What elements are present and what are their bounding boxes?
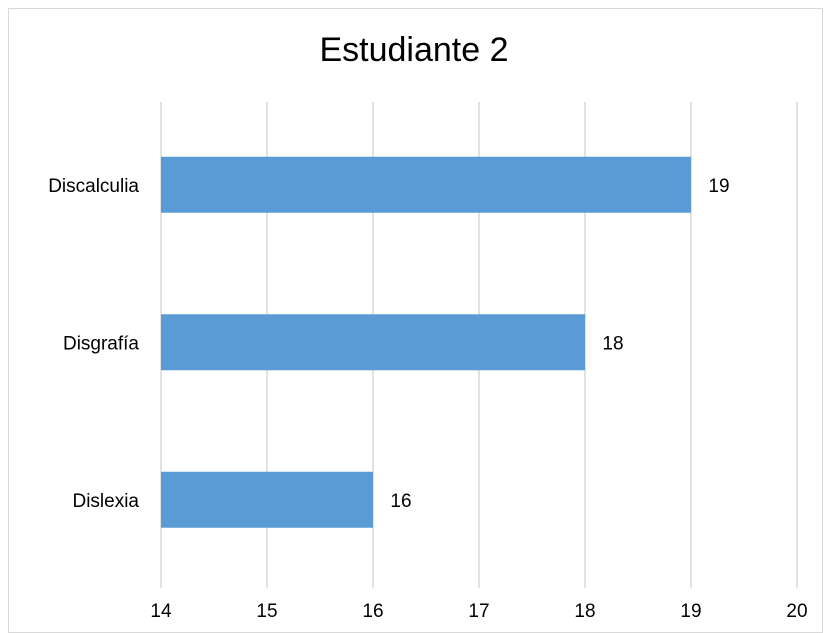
x-tick-label: 17 bbox=[468, 601, 489, 622]
data-label: 16 bbox=[390, 491, 411, 512]
bar-disgrafía bbox=[161, 314, 585, 371]
chart-title: Estudiante 2 bbox=[319, 31, 509, 69]
x-tick-label: 19 bbox=[680, 601, 701, 622]
category-label: Discalculia bbox=[48, 176, 139, 197]
category-label: Disgrafía bbox=[63, 333, 139, 354]
x-tick-label: 15 bbox=[256, 601, 277, 622]
bar-discalculia bbox=[161, 156, 691, 213]
data-labels: 19 18 16 bbox=[390, 176, 729, 512]
bar-dislexia bbox=[161, 471, 373, 528]
category-label: Dislexia bbox=[72, 491, 139, 512]
category-labels: Discalculia Disgrafía Dislexia bbox=[48, 176, 139, 512]
data-label: 19 bbox=[708, 176, 729, 197]
bars bbox=[161, 156, 691, 528]
x-tick-label: 18 bbox=[574, 601, 595, 622]
x-tick-label: 16 bbox=[362, 601, 383, 622]
data-label: 18 bbox=[602, 333, 623, 354]
x-tick-label: 20 bbox=[786, 601, 807, 622]
x-tick-label: 14 bbox=[150, 601, 172, 622]
x-tick-labels: 14 15 16 17 18 19 20 bbox=[150, 601, 807, 622]
